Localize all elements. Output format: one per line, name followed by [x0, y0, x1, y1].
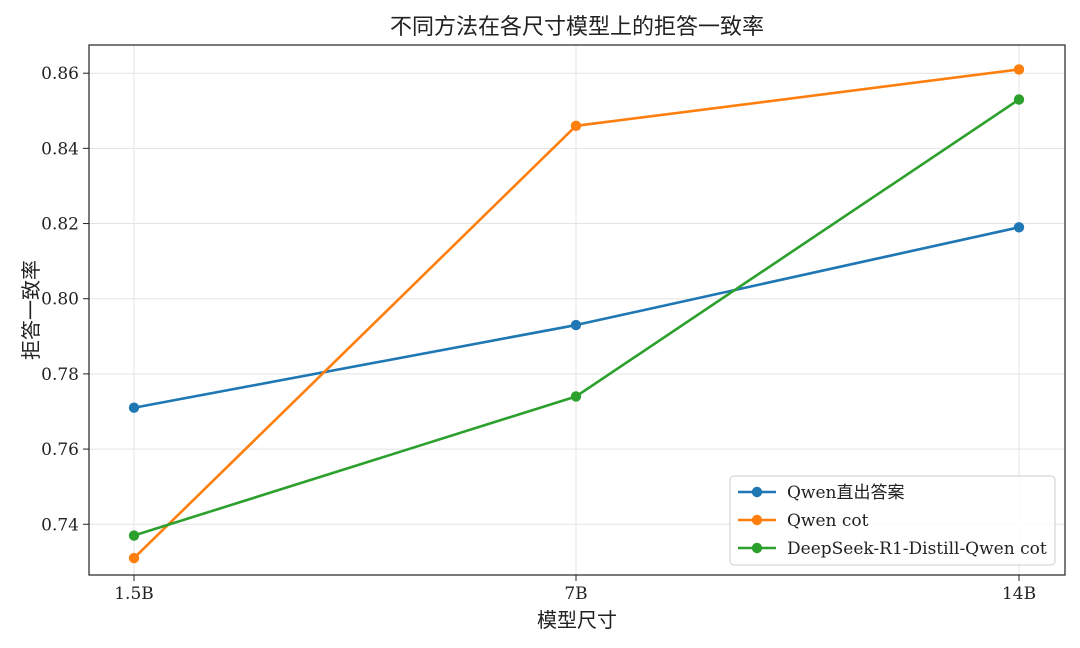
y-tick-label: 0.82: [41, 215, 79, 235]
data-point: [570, 319, 582, 331]
legend-box: [729, 475, 1056, 566]
plot-frame: [88, 44, 1066, 576]
y-tick-label: 0.76: [41, 440, 79, 460]
data-point: [128, 402, 140, 413]
x-tick-label: 7B: [564, 584, 587, 604]
x-tick-label: 14B: [1002, 584, 1036, 604]
legend-item: Qwen cot: [738, 511, 869, 531]
y-axis-title: 拒答一致率: [19, 260, 43, 360]
chart-title: 不同方法在各尺寸模型上的拒答一致率: [390, 15, 764, 40]
series-2: [128, 64, 1025, 564]
legend-label: DeepSeek-R1-Distill-Qwen cot: [787, 539, 1047, 559]
y-tick-label: 0.80: [41, 290, 79, 310]
legend-item: Qwen直出答案: [738, 483, 905, 503]
data-point: [570, 391, 582, 402]
y-tick-label: 0.84: [41, 139, 79, 159]
y-tick-label: 0.78: [41, 365, 79, 385]
data-point: [1013, 64, 1025, 75]
legend: Qwen直出答案 Qwen cot DeepSeek-R1-Distill-Qwen…: [729, 475, 1056, 566]
data-point: [570, 120, 582, 132]
series-layer: [128, 64, 1025, 564]
legend-item: DeepSeek-R1-Distill-Qwen cot: [738, 539, 1047, 559]
x-axis-title: 模型尺寸: [537, 608, 617, 632]
x-tick-label: 1.5B: [114, 584, 154, 604]
data-point: [128, 552, 140, 564]
axes: 1.5B 7B 14B 0.74 0.76 0.78 0.80 0.82 0.84 0.86: [41, 44, 1066, 604]
legend-label: Qwen直出答案: [787, 483, 905, 503]
legend-label: Qwen cot: [787, 511, 869, 531]
y-tick-label: 0.86: [41, 64, 79, 84]
legend-marker: [751, 542, 763, 554]
grid-lines: [89, 45, 1065, 575]
legend-marker: [751, 486, 763, 498]
y-tick-label: 0.74: [41, 515, 79, 535]
series-3: [128, 94, 1025, 541]
data-point: [1013, 222, 1025, 233]
data-point: [1013, 94, 1025, 105]
data-point: [128, 530, 140, 541]
series-1: [128, 222, 1025, 413]
legend-marker: [751, 514, 763, 526]
